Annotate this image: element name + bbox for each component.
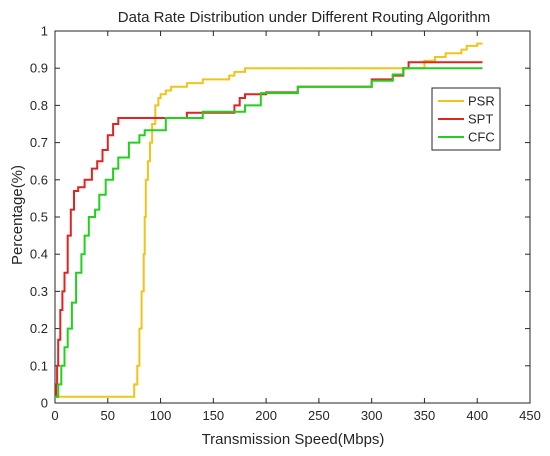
- plot-area: 0 50 100 150 200 250 300 350 400 450 0 0.1 0.2 0.3 0.4…: [30, 24, 541, 424]
- y-tick-label: 0.2: [30, 321, 48, 336]
- legend: PSR SPT CFC: [431, 87, 501, 151]
- x-tick-label: 450: [519, 408, 541, 423]
- axes-box: [54, 30, 531, 404]
- y-tick-label: 0.1: [30, 358, 48, 373]
- x-tick-label: 100: [150, 408, 172, 423]
- x-tick-label: 350: [414, 408, 436, 423]
- y-tick-label: 0.4: [30, 247, 48, 262]
- legend-label-cfc: CFC: [468, 130, 495, 145]
- x-tick-label: 400: [466, 408, 488, 423]
- chart-title: Data Rate Distribution under Different R…: [118, 9, 490, 26]
- series-line-cfc: [55, 67, 483, 398]
- x-tick-label: 150: [202, 408, 224, 423]
- y-axis-label: Percentage(%): [9, 165, 26, 265]
- x-tick-label: 250: [308, 408, 330, 423]
- x-tick-label: 200: [255, 408, 277, 423]
- legend-label-spt: SPT: [468, 112, 493, 127]
- y-tick-label: 0.3: [30, 284, 48, 299]
- legend-label-psr: PSR: [468, 94, 495, 109]
- y-tick-label: 1: [41, 24, 48, 39]
- x-axis-label: Transmission Speed(Mbps): [202, 431, 385, 448]
- y-tick-label: 0.5: [30, 210, 48, 225]
- y-tick-label: 0: [41, 396, 48, 411]
- x-tick-label: 300: [361, 408, 383, 423]
- x-tick-label: 50: [101, 408, 115, 423]
- y-tick-label: 0.6: [30, 172, 48, 187]
- series-line-psr: [55, 42, 483, 398]
- y-tick-label: 0.8: [30, 98, 48, 113]
- x-tick-label: 0: [51, 408, 58, 423]
- y-tick-label: 0.9: [30, 61, 48, 76]
- y-tick-label: 0.7: [30, 135, 48, 150]
